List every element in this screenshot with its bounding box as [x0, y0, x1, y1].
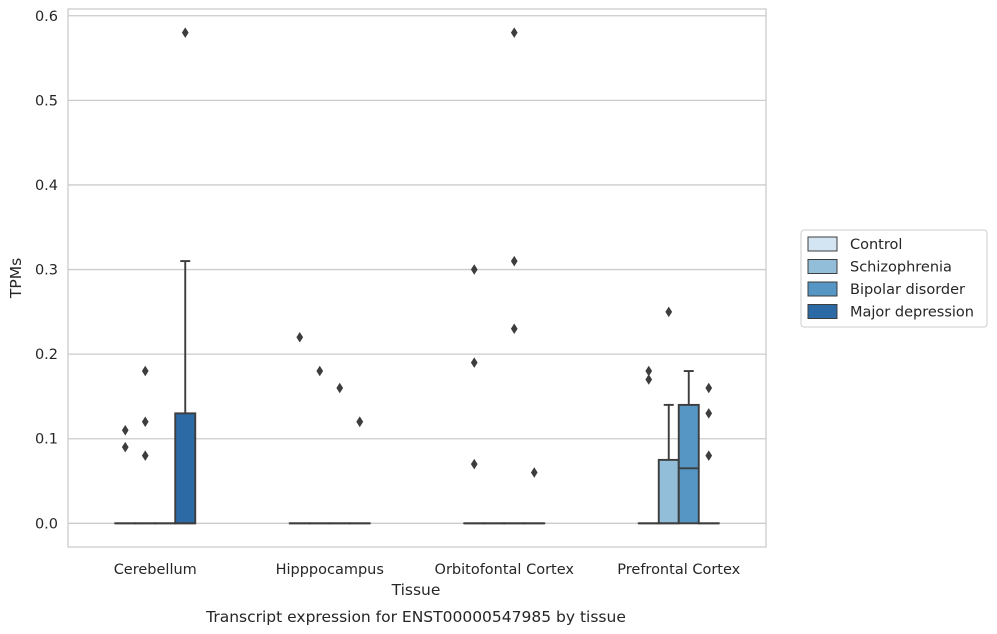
outlier-point	[470, 458, 478, 470]
outlier-point	[296, 331, 304, 343]
figure-caption: Transcript expression for ENST0000054798…	[205, 608, 626, 626]
plot-frame	[67, 8, 767, 548]
outlier-point	[510, 255, 518, 267]
y-tick-label: 0.2	[35, 347, 58, 363]
outlier-point	[510, 27, 518, 38]
y-tick-label: 0.6	[35, 9, 58, 25]
x-tick-label: Hipppocampus	[276, 562, 384, 578]
legend-entry-label: Schizophrenia	[850, 260, 952, 276]
y-axis-label: TPMs	[7, 258, 25, 299]
legend-frame	[800, 229, 988, 328]
outlier-point	[121, 425, 129, 436]
legend-swatch	[807, 259, 838, 274]
outlier-point	[510, 323, 518, 335]
x-tick-label: Prefrontal Cortex	[617, 562, 740, 578]
outlier-point	[121, 441, 129, 453]
outlier-point	[530, 467, 538, 478]
outlier-point	[705, 450, 713, 461]
y-tick-label: 0.5	[35, 93, 58, 109]
legend-swatch	[807, 281, 838, 297]
y-tick-label: 0.1	[35, 432, 58, 448]
outlier-point	[181, 27, 189, 38]
legend-entry-label: Major depression	[850, 305, 974, 321]
x-axis-label: Tissue	[391, 581, 441, 599]
outlier-point	[645, 365, 653, 377]
y-tick-label: 0.4	[35, 178, 58, 194]
y-tick-label: 0.3	[35, 263, 58, 279]
legend-swatch	[807, 304, 838, 319]
outlier-point	[356, 416, 364, 428]
x-tick-labels: Cerebellum Hipppocampus Orbitofontal Corte…	[114, 562, 741, 578]
x-tick-label: Orbitofontal Cortex	[435, 562, 575, 578]
y-tick-labels: 0.0 0.1 0.2 0.3 0.4 0.5 0.6	[35, 9, 58, 533]
outlier-point	[645, 374, 653, 385]
legend-swatch	[807, 236, 838, 252]
outlier-point	[316, 365, 324, 377]
box-major-depression	[174, 412, 197, 525]
outlier-point	[705, 408, 713, 419]
legend: Control Schizophrenia Bipolar disorder Majo…	[800, 229, 988, 328]
outlier-point	[665, 306, 673, 318]
outlier-point	[141, 416, 149, 428]
y-tick-label: 0.0	[35, 516, 58, 532]
box-schizophrenia	[657, 458, 680, 525]
legend-entry-label: Bipolar disorder	[850, 282, 965, 298]
outlier-points	[121, 27, 713, 478]
outlier-point	[470, 357, 478, 368]
box-series	[114, 260, 720, 525]
outlier-point	[336, 382, 344, 394]
box-bipolar-disorder	[677, 403, 700, 525]
legend-entry-label: Control	[850, 237, 902, 253]
outlier-point	[705, 382, 713, 394]
outlier-point	[141, 365, 149, 377]
x-tick-label: Cerebellum	[114, 562, 197, 578]
outlier-point	[470, 264, 478, 275]
outlier-point	[141, 450, 149, 461]
